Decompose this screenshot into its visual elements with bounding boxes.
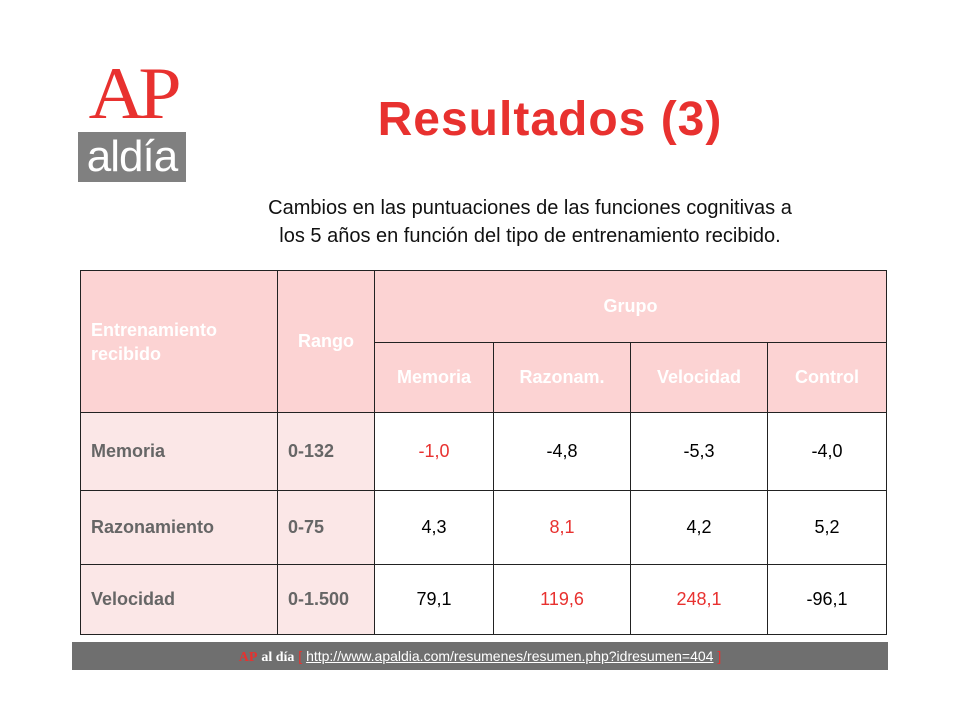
header-training: Entrenamiento recibido bbox=[80, 270, 278, 413]
cell-value: 8,1 bbox=[493, 490, 631, 565]
cell-value: -1,0 bbox=[374, 412, 494, 491]
cell-value: 5,2 bbox=[767, 490, 887, 565]
table-row: Memoria 0-132 -1,0 -4,8 -5,3 -4,0 bbox=[80, 412, 887, 491]
header-range: Rango bbox=[277, 270, 375, 413]
cell-value: 119,6 bbox=[493, 564, 631, 635]
subtitle-line-2: los 5 años en función del tipo de entren… bbox=[279, 225, 781, 247]
subtitle-line-1: Cambios en las puntuaciones de las funci… bbox=[268, 197, 792, 219]
logo-ap-text: AP bbox=[88, 53, 182, 135]
results-table: Entrenamiento recibido Rango Grupo Memor… bbox=[80, 270, 887, 635]
row-training: Memoria bbox=[80, 412, 278, 491]
table-row: Velocidad 0-1.500 79,1 119,6 248,1 -96,1 bbox=[80, 564, 887, 635]
cell-value: -5,3 bbox=[630, 412, 768, 491]
cell-value: 4,3 bbox=[374, 490, 494, 565]
row-range: 0-75 bbox=[277, 490, 375, 565]
row-training: Razonamiento bbox=[80, 490, 278, 565]
footer-open-bracket: [ bbox=[298, 648, 303, 664]
cell-value: 4,2 bbox=[630, 490, 768, 565]
row-training: Velocidad bbox=[80, 564, 278, 635]
footer-source-link[interactable]: http://www.apaldia.com/resumenes/resumen… bbox=[306, 648, 714, 664]
footer-close-bracket: ] bbox=[717, 648, 722, 664]
header-group: Grupo bbox=[374, 270, 887, 343]
table-row: Razonamiento 0-75 4,3 8,1 4,2 5,2 bbox=[80, 490, 887, 565]
row-range: 0-132 bbox=[277, 412, 375, 491]
logo-aldia-text: aldía bbox=[78, 132, 186, 182]
header-group-razonam: Razonam. bbox=[493, 342, 631, 413]
apaldia-logo: AP aldía bbox=[76, 53, 188, 182]
footer-ap: AP bbox=[238, 650, 258, 665]
header-group-velocidad: Velocidad bbox=[630, 342, 768, 413]
cell-value: 79,1 bbox=[374, 564, 494, 635]
slide-subtitle: Cambios en las puntuaciones de las funci… bbox=[200, 194, 860, 250]
footer-aldia: al día bbox=[261, 650, 295, 665]
cell-value: -96,1 bbox=[767, 564, 887, 635]
cell-value: -4,0 bbox=[767, 412, 887, 491]
cell-value: -4,8 bbox=[493, 412, 631, 491]
header-group-control: Control bbox=[767, 342, 887, 413]
row-range: 0-1.500 bbox=[277, 564, 375, 635]
footer-bar: AP al día [ http://www.apaldia.com/resum… bbox=[72, 642, 888, 670]
slide-title: Resultados (3) bbox=[377, 93, 723, 146]
cell-value: 248,1 bbox=[630, 564, 768, 635]
header-group-memoria: Memoria bbox=[374, 342, 494, 413]
